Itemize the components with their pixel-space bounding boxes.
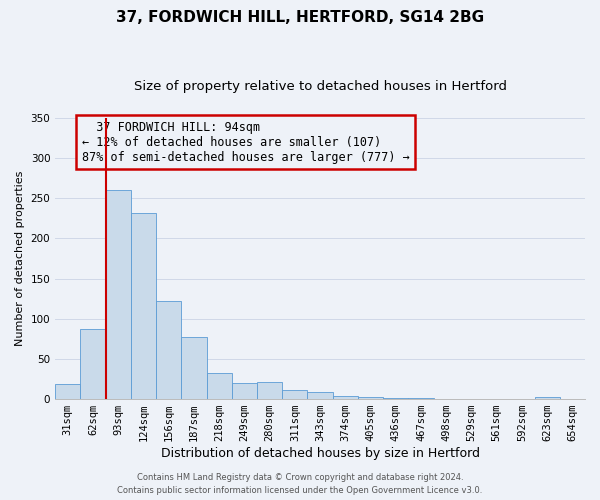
Bar bbox=[206, 372, 232, 399]
Bar bbox=[181, 337, 206, 399]
Text: Contains HM Land Registry data © Crown copyright and database right 2024.
Contai: Contains HM Land Registry data © Crown c… bbox=[118, 474, 482, 495]
Bar bbox=[383, 398, 409, 399]
Bar bbox=[55, 384, 80, 399]
Bar bbox=[358, 396, 383, 399]
Bar bbox=[156, 301, 181, 399]
Bar bbox=[282, 390, 307, 399]
Bar bbox=[257, 382, 282, 399]
Text: 37, FORDWICH HILL, HERTFORD, SG14 2BG: 37, FORDWICH HILL, HERTFORD, SG14 2BG bbox=[116, 10, 484, 25]
Bar bbox=[332, 396, 358, 399]
Bar bbox=[535, 398, 560, 399]
Bar bbox=[232, 383, 257, 399]
Y-axis label: Number of detached properties: Number of detached properties bbox=[15, 170, 25, 346]
Text: 37 FORDWICH HILL: 94sqm
← 12% of detached houses are smaller (107)
87% of semi-d: 37 FORDWICH HILL: 94sqm ← 12% of detache… bbox=[82, 120, 409, 164]
X-axis label: Distribution of detached houses by size in Hertford: Distribution of detached houses by size … bbox=[161, 447, 479, 460]
Bar bbox=[106, 190, 131, 399]
Bar bbox=[80, 329, 106, 399]
Bar bbox=[307, 392, 332, 399]
Bar bbox=[409, 398, 434, 399]
Bar bbox=[131, 212, 156, 399]
Title: Size of property relative to detached houses in Hertford: Size of property relative to detached ho… bbox=[134, 80, 506, 93]
